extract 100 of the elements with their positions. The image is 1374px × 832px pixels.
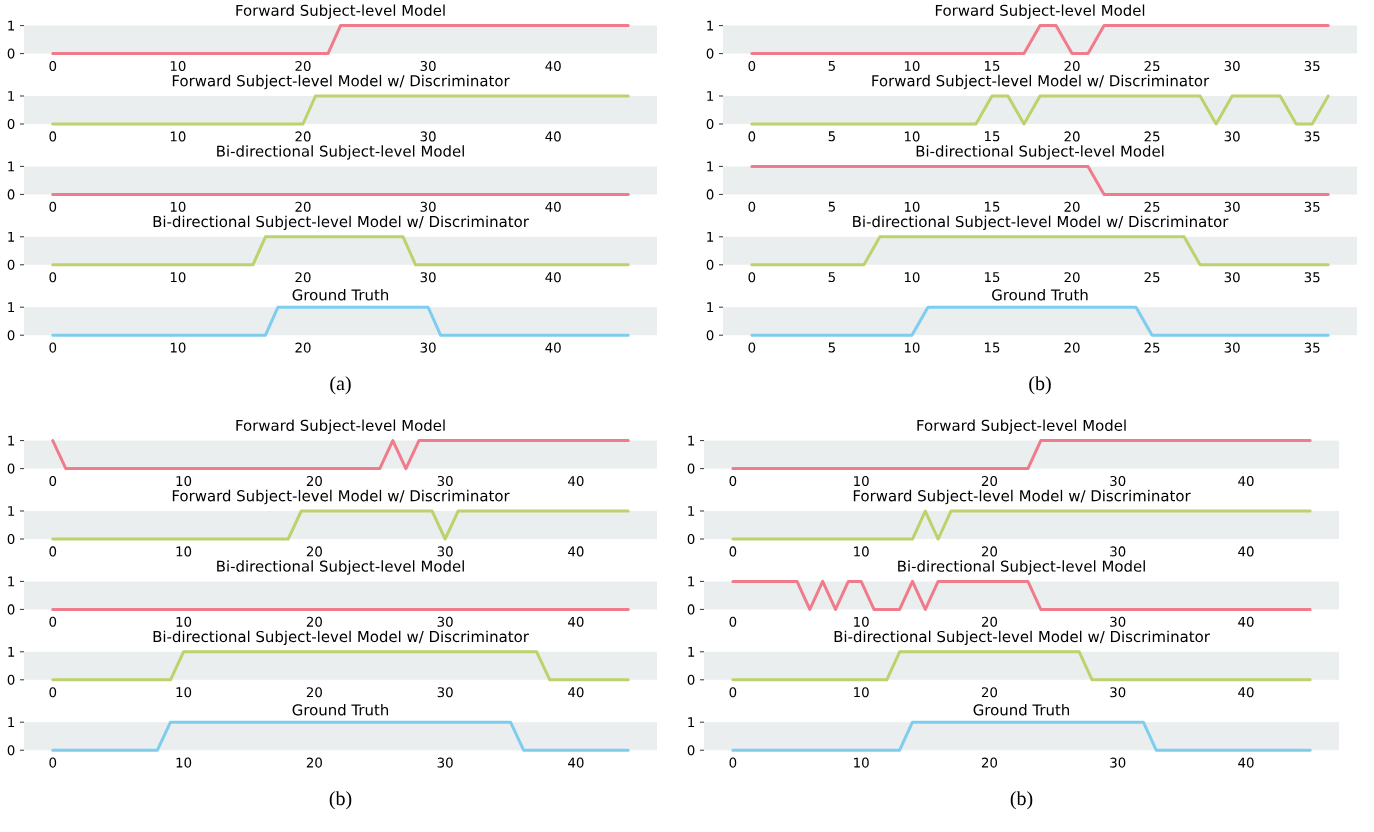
x-tick-label: 10 <box>176 546 192 557</box>
chart-title: Ground Truth <box>973 704 1070 716</box>
x-tick-label: 30 <box>1110 757 1126 768</box>
x-tick-label: 0 <box>49 616 57 628</box>
x-tick-label: 5 <box>828 342 835 353</box>
x-tick-label: 0 <box>49 131 57 142</box>
x-tick-label: 30 <box>1224 131 1240 142</box>
x-tick-label: 5 <box>828 61 835 72</box>
y-tick-label: 1 <box>707 232 714 242</box>
y-tick-label: 1 <box>8 91 15 102</box>
x-tick-label: 10 <box>170 342 186 353</box>
x-tick-label: 40 <box>1238 757 1254 768</box>
x-tick-label: 30 <box>1224 201 1240 213</box>
y-tick-label: 0 <box>7 189 15 200</box>
x-tick-label: 40 <box>568 687 584 698</box>
y-tick-label: 0 <box>687 604 695 615</box>
y-tick-label: 1 <box>8 647 15 657</box>
x-tick-label: 40 <box>568 757 584 768</box>
x-tick-label: 40 <box>1238 476 1254 487</box>
x-tick-label: 0 <box>729 757 737 768</box>
chart-title: Bi-directional Subject-level Model <box>217 560 464 575</box>
x-tick-label: 20 <box>295 61 311 72</box>
x-tick-label: 10 <box>904 131 920 142</box>
chart-title: Ground Truth <box>992 289 1088 301</box>
x-tick-label: 0 <box>49 61 57 72</box>
x-tick-label: 30 <box>437 757 453 768</box>
x-tick-label: 10 <box>854 687 869 698</box>
y-tick-label: 0 <box>7 48 15 59</box>
x-tick-label: 40 <box>1238 687 1254 698</box>
y-tick-label: 1 <box>707 161 714 172</box>
y-tick-label: 0 <box>706 259 714 271</box>
x-tick-label: 30 <box>1110 687 1126 698</box>
x-tick-label: 20 <box>1064 131 1080 142</box>
y-tick-label: 0 <box>687 534 695 545</box>
x-tick-label: 35 <box>1304 61 1320 72</box>
x-tick-label: 30 <box>437 476 453 487</box>
x-tick-label: 20 <box>981 616 998 628</box>
x-tick-label: 10 <box>176 616 192 628</box>
x-tick-label: 40 <box>545 272 561 283</box>
x-tick-label: 40 <box>545 131 561 142</box>
x-tick-label: 20 <box>295 201 311 213</box>
x-tick-label: 0 <box>748 61 756 72</box>
x-tick-label: 30 <box>437 687 453 698</box>
x-tick-label: 30 <box>420 61 436 72</box>
x-tick-label: 10 <box>176 687 192 698</box>
x-tick-label: 0 <box>748 272 756 283</box>
x-tick-label: 35 <box>1304 201 1320 213</box>
x-tick-label: 30 <box>1110 476 1126 487</box>
y-tick-label: 1 <box>707 20 714 31</box>
y-tick-label: 0 <box>706 119 714 130</box>
chart-title: Ground Truth <box>292 704 389 716</box>
x-tick-label: 5 <box>828 201 835 212</box>
x-tick-label: 20 <box>981 687 998 698</box>
x-tick-label: 20 <box>1064 272 1080 283</box>
chart-title: Forward Subject-level Model <box>236 4 445 20</box>
y-tick-label: 1 <box>707 302 714 313</box>
chart-title: Bi-directional Subject-level Model w/ Discriminator <box>834 630 1210 646</box>
x-tick-label: 30 <box>420 272 436 283</box>
y-tick-label: 0 <box>706 330 714 341</box>
x-tick-label: 10 <box>854 616 869 628</box>
x-tick-label: 35 <box>1304 342 1320 353</box>
x-tick-label: 40 <box>1238 546 1254 557</box>
x-tick-label: 30 <box>437 616 453 628</box>
y-tick-label: 0 <box>706 48 714 59</box>
x-tick-label: 20 <box>295 131 311 142</box>
x-tick-label: 30 <box>420 342 436 353</box>
x-tick-label: 15 <box>984 131 1000 142</box>
x-tick-label: 0 <box>748 201 756 213</box>
y-tick-label: 1 <box>8 435 15 446</box>
y-tick-label: 1 <box>688 647 695 657</box>
chart-title: Bi-directional Subject-level Model <box>217 145 464 160</box>
chart-title: Forward Subject-level Model <box>236 419 445 435</box>
x-tick-label: 35 <box>1304 131 1320 142</box>
x-tick-label: 25 <box>1144 131 1160 142</box>
y-tick-label: 0 <box>7 259 15 271</box>
y-tick-label: 0 <box>7 604 15 615</box>
y-tick-label: 1 <box>8 20 15 31</box>
x-tick-label: 30 <box>1224 61 1240 72</box>
y-tick-label: 0 <box>7 119 15 130</box>
y-tick-label: 0 <box>7 330 15 341</box>
x-tick-label: 10 <box>854 757 869 768</box>
x-tick-label: 40 <box>545 201 561 213</box>
y-tick-label: 1 <box>688 576 695 587</box>
y-tick-label: 1 <box>8 576 15 587</box>
chart-title: Forward Subject-level Model w/ Discriminator <box>853 490 1191 505</box>
x-tick-label: 40 <box>545 61 561 72</box>
x-tick-label: 20 <box>1064 61 1080 72</box>
chart-title: Forward Subject-level Model w/ Discriminator <box>172 75 510 90</box>
x-tick-label: 25 <box>1144 342 1160 353</box>
x-tick-label: 30 <box>1224 272 1240 283</box>
x-tick-label: 30 <box>1110 546 1126 557</box>
y-tick-label: 0 <box>687 674 695 686</box>
x-tick-label: 10 <box>176 476 192 487</box>
y-tick-label: 1 <box>8 161 15 172</box>
x-tick-label: 30 <box>420 201 436 213</box>
x-tick-label: 20 <box>295 272 311 283</box>
x-tick-label: 20 <box>1064 201 1080 213</box>
y-tick-label: 0 <box>687 463 695 474</box>
y-tick-label: 1 <box>688 435 695 446</box>
x-tick-label: 5 <box>828 131 835 142</box>
